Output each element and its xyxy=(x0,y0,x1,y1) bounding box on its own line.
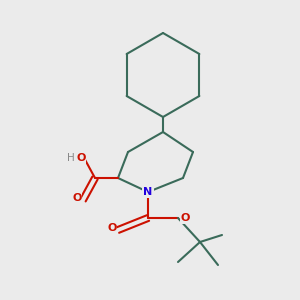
Text: O: O xyxy=(72,193,82,203)
Text: O: O xyxy=(107,223,117,233)
Text: N: N xyxy=(143,187,153,197)
Text: O: O xyxy=(180,213,190,223)
Text: H: H xyxy=(67,153,75,163)
Text: O: O xyxy=(76,153,86,163)
